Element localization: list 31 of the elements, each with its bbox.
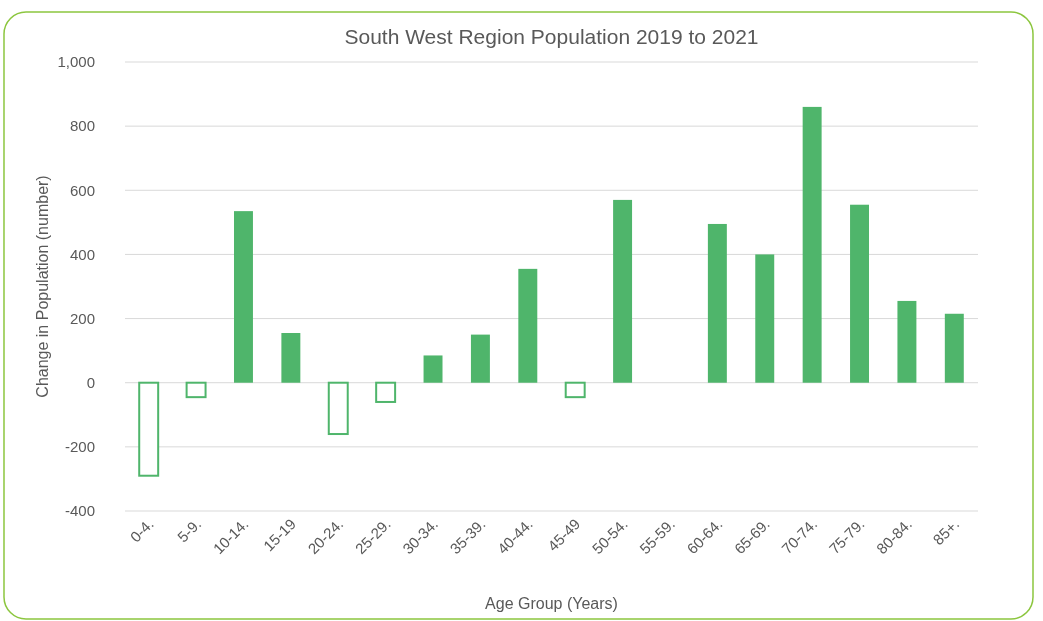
bar [613, 199, 633, 383]
bar [327, 381, 349, 436]
bar [850, 204, 870, 383]
y-tick-label: 0 [86, 373, 95, 391]
bar [375, 381, 397, 403]
bar [470, 334, 490, 383]
bar [755, 254, 775, 383]
x-tick-label: 85+. [929, 515, 963, 549]
bar [423, 355, 443, 383]
y-tick-label: 1,000 [57, 53, 95, 71]
y-tick-label: 200 [69, 309, 95, 327]
bar [281, 333, 301, 383]
y-tick-label: 600 [69, 181, 95, 199]
x-tick-label: 5-9. [173, 515, 205, 546]
y-tick-label: 400 [69, 245, 95, 263]
bar [185, 381, 207, 399]
bar [138, 381, 160, 477]
bar [802, 106, 822, 383]
x-tick-label: 0-4. [126, 515, 157, 546]
bar [518, 268, 538, 383]
bar [707, 223, 727, 383]
y-tick-label: 800 [69, 117, 95, 135]
x-axis-title: Age Group (Years) [485, 595, 618, 612]
bar [564, 381, 586, 399]
y-tick-label: -400 [64, 502, 95, 520]
chart-title: South West Region Population 2019 to 2021 [344, 25, 759, 48]
y-axis-title: Change in Population (number) [34, 175, 51, 398]
y-tick-label: -200 [64, 438, 95, 456]
bar [897, 300, 917, 383]
bar [944, 313, 964, 383]
bar [233, 211, 253, 383]
